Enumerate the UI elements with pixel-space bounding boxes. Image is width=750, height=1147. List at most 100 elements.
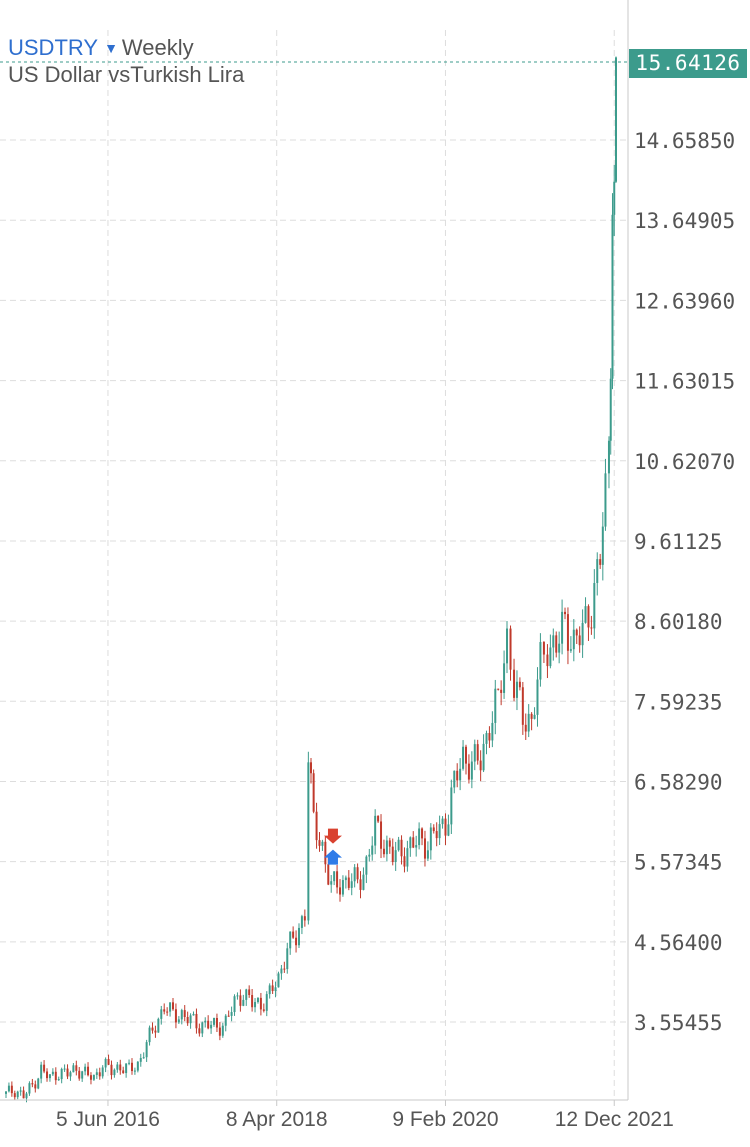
candle-body <box>119 1064 122 1071</box>
candle-body <box>356 867 359 880</box>
candle-body <box>485 733 488 744</box>
candle-body <box>307 762 310 921</box>
candle-body <box>409 837 412 849</box>
candle-body <box>403 856 406 867</box>
candle-body <box>513 669 516 698</box>
candle-body <box>51 1071 54 1075</box>
y-tick-label: 5.57345 <box>634 851 723 875</box>
candle-body <box>581 622 584 646</box>
candle-body <box>139 1058 142 1062</box>
y-tick-label: 12.63960 <box>634 289 735 313</box>
candle-body <box>615 57 617 182</box>
y-tick-label: 3.55455 <box>634 1011 723 1035</box>
candle-body <box>593 583 596 629</box>
candle-body <box>295 937 298 946</box>
candle-body <box>310 762 312 774</box>
candle-body <box>166 1011 169 1013</box>
candle-body <box>312 773 315 812</box>
candle-body <box>444 818 447 836</box>
candle-body <box>533 714 536 719</box>
candle-body <box>157 1018 160 1033</box>
candle-body <box>527 713 530 732</box>
candle-body <box>236 995 239 997</box>
candle-body <box>464 746 467 764</box>
candle-body <box>160 1009 163 1019</box>
candle-body <box>189 1015 192 1024</box>
symbol-dropdown-icon[interactable]: ▼ <box>104 40 118 56</box>
candle-body <box>136 1061 139 1071</box>
candle-body <box>453 770 456 788</box>
candle-body <box>145 1042 148 1058</box>
candle-body <box>584 606 587 623</box>
candle-body <box>601 526 604 565</box>
candle-body <box>151 1027 154 1031</box>
candle-body <box>101 1067 104 1077</box>
candle-body <box>558 643 561 653</box>
candle-body <box>113 1069 116 1076</box>
candle-body <box>494 688 497 723</box>
candle-body <box>204 1020 207 1023</box>
axes: 14.65850 13.64905 12.63960 11.63015 10.62070… <box>0 0 735 1131</box>
candle-body <box>283 968 286 970</box>
candle-body <box>224 1015 227 1026</box>
candle-body <box>133 1070 136 1072</box>
y-tick-label: 14.65850 <box>634 129 735 153</box>
candle-body <box>22 1090 25 1099</box>
candle-body <box>347 877 350 888</box>
candle-body <box>183 1010 186 1018</box>
candle-body <box>300 916 303 928</box>
candle-body <box>268 985 271 995</box>
candle-body <box>125 1063 128 1074</box>
candle-body <box>500 689 503 693</box>
candle-body <box>423 838 426 859</box>
candle-body <box>530 713 533 719</box>
candle-body <box>54 1071 57 1081</box>
candle-body <box>488 733 491 741</box>
x-tick-label: 9 Feb 2020 <box>392 1108 498 1131</box>
candle-body <box>259 997 262 1010</box>
candle-body <box>265 994 268 1011</box>
candle-body <box>271 985 274 992</box>
candle-body <box>426 850 429 859</box>
candle-body <box>31 1083 34 1085</box>
candle-body <box>87 1066 90 1076</box>
candle-body <box>34 1084 37 1089</box>
candle-body <box>613 181 616 215</box>
candle-body <box>382 848 385 855</box>
y-tick-label: 9.61125 <box>634 530 723 554</box>
trade-markers <box>323 828 342 865</box>
candle-body <box>10 1085 13 1094</box>
candle-body <box>333 871 336 882</box>
candle-body <box>89 1075 92 1080</box>
symbol-label[interactable]: USDTRY <box>8 35 99 60</box>
candle-body <box>128 1062 131 1064</box>
interval-label: Weekly <box>121 35 194 60</box>
candle-body <box>391 846 394 863</box>
candle-body <box>321 841 324 846</box>
candle-body <box>575 629 578 636</box>
candle-body <box>462 746 465 769</box>
candle-body <box>195 1013 198 1029</box>
candle-body <box>359 879 362 890</box>
candle-body <box>604 473 607 527</box>
candle-body <box>66 1068 69 1077</box>
candle-body <box>292 931 295 938</box>
candle-body <box>506 628 509 664</box>
candle-body <box>154 1030 157 1033</box>
candle-body <box>566 614 569 651</box>
candle-body <box>371 845 374 855</box>
candle-body <box>609 378 612 441</box>
candle-body <box>277 973 280 988</box>
candle-body <box>84 1066 87 1072</box>
candle-body <box>215 1017 218 1028</box>
candle-body <box>578 635 581 646</box>
candle-body <box>254 1002 257 1008</box>
candle-body <box>330 881 333 885</box>
candle-body <box>546 654 549 667</box>
y-tick-label: 10.62070 <box>634 450 735 474</box>
candle-body <box>596 559 599 584</box>
candle-body <box>368 854 371 857</box>
candles <box>5 56 617 1103</box>
candle-body <box>46 1071 49 1079</box>
